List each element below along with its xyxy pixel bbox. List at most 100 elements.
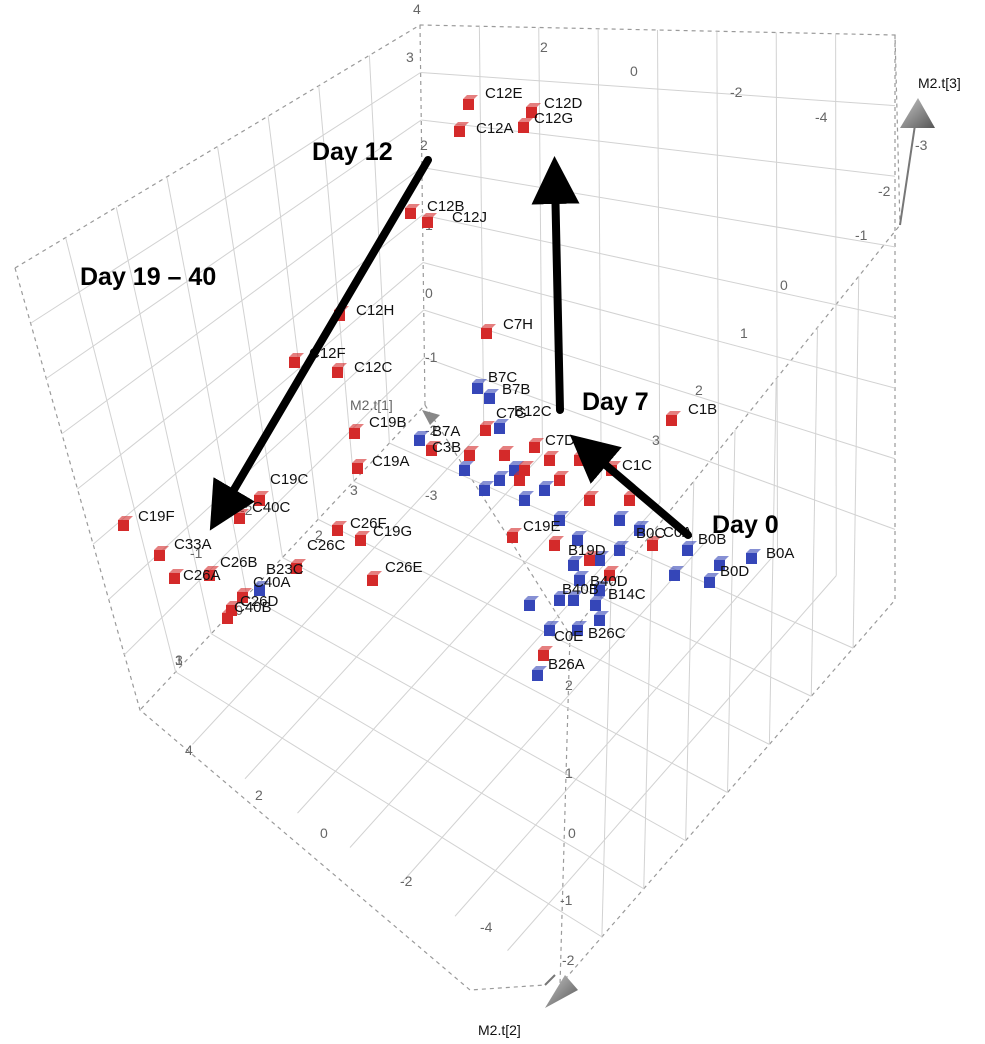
point-marker: [332, 525, 343, 536]
grid-line: [353, 480, 812, 697]
point-marker: [666, 415, 677, 426]
point-unlabeled-59: [574, 571, 589, 586]
tick-label-x: -4: [815, 109, 828, 125]
point-marker: [539, 485, 550, 496]
point-b19d: [568, 556, 583, 571]
point-b26c: [572, 621, 587, 636]
point-label-b12c: B12C: [514, 403, 552, 420]
point-label-b0c: B0C: [636, 525, 665, 542]
point-marker-top: [519, 491, 534, 495]
point-marker: [484, 393, 495, 404]
annotation-day-0: Day 0: [712, 511, 779, 539]
point-c12a: [454, 122, 469, 137]
point-c12g: [518, 118, 533, 133]
point-marker: [568, 595, 579, 606]
point-c12b: [405, 204, 420, 219]
tick-label-y: 4: [185, 742, 193, 758]
x-axis-cone-icon: [422, 410, 440, 425]
point-marker: [568, 560, 579, 571]
point-label-c12g: C12G: [534, 110, 573, 127]
tick-label-z: 2: [420, 137, 428, 153]
point-marker-top: [291, 559, 306, 563]
tick-label-z: 3: [406, 49, 414, 65]
grid-line: [507, 575, 837, 951]
point-label-c12e: C12E: [485, 85, 523, 102]
point-label-c40c: C40C: [252, 499, 291, 516]
tick-label-y: -4: [480, 919, 493, 935]
tick-label-z2: 3: [652, 432, 660, 448]
point-marker: [614, 545, 625, 556]
tick-label-z: 0: [425, 285, 433, 301]
point-marker-top: [414, 431, 429, 435]
tick-label-z3: 3: [175, 652, 183, 668]
point-marker-top: [349, 424, 364, 428]
point-unlabeled-69: [554, 471, 569, 486]
point-marker-top: [355, 531, 370, 535]
point-b40b: [568, 591, 583, 606]
point-marker: [291, 563, 302, 574]
point-marker-top: [494, 471, 509, 475]
point-b0b: [682, 541, 697, 556]
point-marker-top: [237, 588, 252, 592]
point-marker-top: [464, 446, 479, 450]
tick-label-z3: 3: [350, 482, 358, 498]
point-label-c26a: C26A: [183, 567, 221, 584]
grid-line: [657, 29, 661, 503]
point-marker-top: [647, 536, 662, 540]
grid-line: [768, 378, 777, 745]
point-unlabeled-55: [572, 531, 587, 546]
point-marker-top: [554, 471, 569, 475]
point-marker: [682, 545, 693, 556]
point-label-c12d: C12D: [544, 95, 583, 112]
point-marker-top: [526, 103, 541, 107]
point-marker: [494, 423, 505, 434]
point-c19c: [254, 491, 269, 506]
point-b12c: [494, 419, 509, 434]
point-b0d: [704, 573, 719, 588]
grid-line: [349, 502, 661, 848]
point-c26a: [169, 569, 184, 584]
tick-label-y2: -1: [560, 892, 573, 908]
tick-label-z2: 0: [780, 277, 788, 293]
point-marker: [332, 367, 343, 378]
point-marker: [479, 485, 490, 496]
point-label-b7a: B7A: [432, 423, 460, 440]
point-label-c40b: C40B: [234, 599, 272, 616]
point-unlabeled-66: [464, 446, 479, 461]
point-c26b: [204, 566, 219, 581]
grid-line: [454, 550, 778, 917]
point-marker: [624, 495, 635, 506]
point-label-c26b: C26B: [220, 554, 258, 571]
point-marker-top: [532, 666, 547, 670]
grid-line: [775, 32, 778, 552]
tick-label-z3: 2: [315, 527, 323, 543]
point-marker: [554, 475, 565, 486]
point-marker: [714, 560, 725, 571]
grid-line: [643, 532, 653, 889]
point-label-c19e: C19E: [523, 518, 561, 535]
point-c19b: [349, 424, 364, 439]
tick-label-z3: 1: [175, 652, 183, 668]
point-label-c33a: C33A: [174, 536, 212, 553]
point-marker-top: [614, 511, 629, 515]
point-marker: [704, 577, 715, 588]
point-marker-top: [524, 596, 539, 600]
point-marker: [459, 465, 470, 476]
point-c0a: [647, 536, 662, 551]
point-marker-top: [554, 511, 569, 515]
point-marker-top: [568, 591, 583, 595]
point-marker-top: [666, 411, 681, 415]
point-unlabeled-49: [479, 481, 494, 496]
point-marker-top: [169, 569, 184, 573]
point-c26f: [332, 521, 347, 536]
point-marker-top: [669, 566, 684, 570]
point-marker-top: [154, 546, 169, 550]
point-marker-top: [118, 516, 133, 520]
point-label-b14c: B14C: [608, 586, 646, 603]
tick-label-z2: -1: [855, 227, 868, 243]
point-label-c19f: C19F: [138, 508, 175, 525]
point-marker: [532, 670, 543, 681]
point-unlabeled-57: [614, 511, 629, 526]
annotation-day-12: Day 12: [312, 138, 393, 166]
point-marker: [594, 585, 605, 596]
